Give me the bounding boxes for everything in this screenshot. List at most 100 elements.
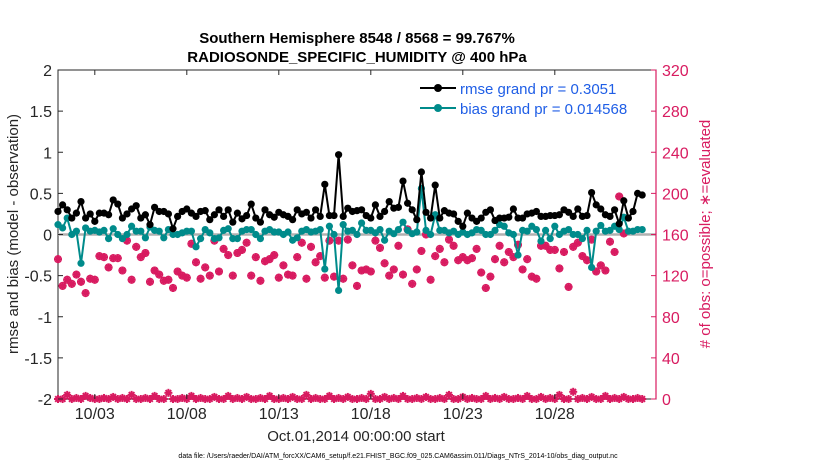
possible-obs-marker <box>224 251 233 260</box>
bias-point <box>565 225 573 234</box>
possible-obs-marker <box>279 261 288 270</box>
bias-point <box>77 259 85 267</box>
unevaluated-obs-marker <box>362 395 371 403</box>
possible-obs-marker <box>592 267 601 276</box>
evaluated-obs-marker <box>118 266 127 275</box>
rmse-point <box>312 206 320 214</box>
possible-obs-marker <box>348 261 357 270</box>
rmse-point <box>367 214 375 222</box>
evaluated-obs-marker <box>371 236 380 245</box>
rmse-point <box>109 196 117 204</box>
y-axis-label-right: # of obs: o=possible; ∗=evaluated <box>697 120 714 349</box>
bias-point <box>477 226 485 234</box>
bias-point <box>500 222 508 230</box>
bias-point <box>59 224 67 232</box>
evaluated-obs-marker <box>550 245 559 254</box>
legend-bias-label: bias grand pr = 0.014568 <box>460 101 627 118</box>
evaluated-obs-marker <box>205 271 214 280</box>
rmse-point <box>146 221 154 229</box>
rmse-point <box>638 191 646 199</box>
bias-point <box>376 225 384 234</box>
evaluated-obs-marker <box>77 277 85 286</box>
possible-obs-marker <box>610 247 619 256</box>
possible-obs-marker <box>256 276 265 285</box>
bias-point <box>321 265 329 273</box>
evaluated-obs-marker <box>389 265 398 274</box>
evaluated-obs-marker <box>440 258 449 267</box>
possible-obs-marker <box>495 241 504 250</box>
rmse-point <box>192 212 200 221</box>
unevaluated-obs-marker <box>389 393 398 402</box>
possible-obs-marker <box>136 253 145 262</box>
rmse-point <box>174 212 182 221</box>
bias-point <box>123 230 131 239</box>
legend-rmse-label: rmse grand pr = 0.3051 <box>460 81 616 98</box>
possible-obs-marker <box>104 263 113 272</box>
x-tick-label: 10/28 <box>535 406 575 423</box>
unevaluated-obs-marker <box>109 392 118 401</box>
possible-obs-marker <box>113 254 122 263</box>
y-right-tick-label: 120 <box>662 269 689 286</box>
y-left-tick-label: -1 <box>38 310 52 327</box>
y-left-tick-label: -1.5 <box>24 351 52 368</box>
bias-point <box>551 222 559 230</box>
evaluated-obs-marker <box>610 247 619 256</box>
evaluated-obs-marker <box>256 276 265 285</box>
possible-obs-marker <box>307 242 315 251</box>
evaluated-obs-marker <box>132 242 141 251</box>
bias-point <box>546 235 554 243</box>
evaluated-obs-marker <box>578 252 587 261</box>
bias-point <box>638 225 646 234</box>
possible-obs-marker <box>440 258 449 267</box>
possible-obs-marker <box>518 265 527 274</box>
evaluated-obs-marker <box>426 275 435 284</box>
y-right-tick-label: 320 <box>662 63 689 80</box>
x-tick-label: 10/18 <box>351 406 391 423</box>
evaluated-obs-marker <box>228 271 237 280</box>
chart-title-line2: RADIOSONDE_SPECIFIC_HUMIDITY @ 400 hPa <box>187 49 527 66</box>
possible-obs-marker <box>463 256 472 265</box>
bias-point <box>325 222 333 230</box>
evaluated-obs-marker <box>297 238 306 247</box>
evaluated-obs-marker <box>486 272 495 281</box>
evaluated-obs-marker <box>320 273 329 282</box>
evaluated-obs-marker <box>307 242 315 251</box>
rmse-point <box>427 214 435 222</box>
evaluated-obs-marker <box>150 266 159 275</box>
rmse-point <box>123 210 131 218</box>
rmse-point <box>381 207 389 216</box>
possible-obs-marker <box>362 265 371 274</box>
rmse-series-group <box>54 151 646 233</box>
bias-point <box>233 235 241 243</box>
bias-point <box>353 230 361 239</box>
possible-obs-marker <box>169 283 177 292</box>
rmse-point <box>399 177 407 185</box>
bias-point <box>574 230 582 239</box>
rmse-point <box>413 216 421 224</box>
evaluated-obs-marker <box>500 258 509 267</box>
possible-obs-marker <box>159 276 168 285</box>
x-tick-label: 10/08 <box>167 406 207 423</box>
evaluated-obs-marker <box>449 241 458 250</box>
possible-obs-marker <box>95 252 104 261</box>
unevaluated-obs-marker <box>399 391 407 400</box>
possible-obs-marker <box>265 255 274 264</box>
unevaluated-obs-marker <box>638 395 647 403</box>
possible-obs-marker <box>615 192 624 201</box>
rmse-point <box>569 212 577 221</box>
possible-obs-marker <box>426 275 435 284</box>
y-right-tick-label: 0 <box>662 392 671 409</box>
y-left-tick-label: -2 <box>38 392 52 409</box>
bias-point <box>427 230 435 239</box>
evaluated-obs-marker <box>564 282 573 291</box>
possible-obs-marker <box>173 267 182 276</box>
rmse-point <box>620 197 628 205</box>
bias-point <box>160 234 168 242</box>
evaluated-obs-marker <box>251 253 260 262</box>
possible-obs-marker <box>573 238 582 247</box>
possible-obs-marker <box>100 253 108 262</box>
rmse-point <box>169 225 177 233</box>
legend: rmse grand pr = 0.3051 bias grand pr = 0… <box>420 81 627 118</box>
x-tick-label: 10/03 <box>75 406 115 423</box>
rmse-point <box>486 206 494 214</box>
